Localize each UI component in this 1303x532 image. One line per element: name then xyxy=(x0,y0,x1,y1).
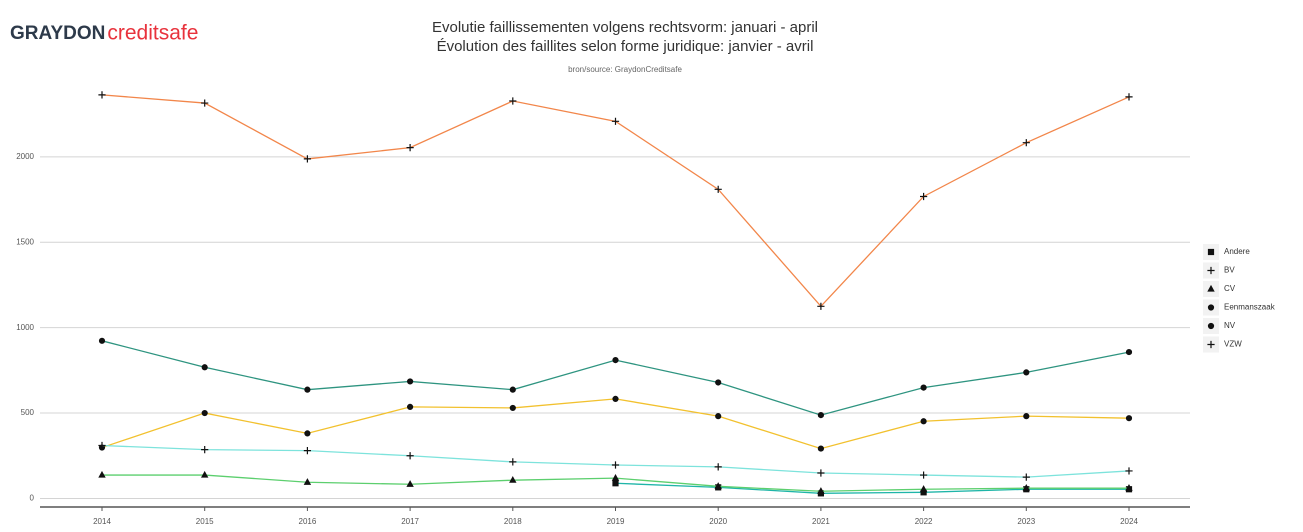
marker xyxy=(1022,139,1030,147)
chart-source: bron/source: GraydonCreditsafe xyxy=(568,65,682,74)
marker xyxy=(612,357,619,364)
series-line xyxy=(101,94,1130,308)
marker xyxy=(98,337,106,344)
y-tick-label: 500 xyxy=(21,408,35,417)
marker xyxy=(612,395,619,402)
marker xyxy=(509,476,517,483)
marker xyxy=(715,413,722,420)
x-tick-label: 2016 xyxy=(299,517,317,526)
marker xyxy=(509,97,517,105)
legend-label: CV xyxy=(1224,284,1236,293)
marker xyxy=(406,480,414,487)
marker xyxy=(817,469,825,477)
marker xyxy=(817,302,825,310)
x-tick-label: 2015 xyxy=(196,517,214,526)
marker xyxy=(920,384,927,391)
y-tick-label: 1000 xyxy=(16,323,34,332)
marker xyxy=(919,485,928,492)
marker xyxy=(98,91,106,99)
marker xyxy=(714,482,722,489)
marker xyxy=(1125,484,1133,491)
legend-label: NV xyxy=(1224,321,1236,330)
legend-label: VZW xyxy=(1224,340,1242,349)
marker xyxy=(1207,248,1215,256)
chart-subtitle: Évolution des faillites selon forme juri… xyxy=(437,38,814,55)
marker xyxy=(611,473,620,481)
marker xyxy=(1207,284,1215,292)
marker xyxy=(201,446,209,454)
marker xyxy=(1125,93,1133,101)
marker xyxy=(304,386,311,393)
marker xyxy=(817,487,825,494)
x-tick-label: 2021 xyxy=(812,517,830,526)
marker xyxy=(509,458,517,466)
series-line xyxy=(101,444,1130,478)
legend-label: Eenmanszaak xyxy=(1224,303,1276,312)
series-line xyxy=(101,398,1130,450)
marker xyxy=(1207,304,1215,311)
x-tick-label: 2014 xyxy=(93,517,111,526)
marker xyxy=(611,117,620,125)
marker xyxy=(817,412,825,419)
marker xyxy=(200,470,209,478)
marker xyxy=(303,478,312,485)
marker xyxy=(303,155,311,163)
marker xyxy=(1207,266,1215,275)
marker xyxy=(1022,473,1030,481)
marker xyxy=(303,447,311,455)
y-tick-label: 1500 xyxy=(16,237,34,246)
chart-title: Evolutie faillissementen volgens rechtsv… xyxy=(432,19,818,36)
marker xyxy=(920,418,927,425)
x-tick-label: 2019 xyxy=(607,517,625,526)
x-tick-label: 2023 xyxy=(1017,517,1035,526)
marker xyxy=(407,403,414,411)
marker xyxy=(611,461,620,469)
marker xyxy=(406,452,414,460)
marker xyxy=(509,386,516,393)
logo-brand: GRAYDON xyxy=(10,23,105,44)
marker xyxy=(407,378,414,385)
marker xyxy=(920,192,928,201)
marker xyxy=(98,470,106,478)
marker xyxy=(98,441,106,450)
marker xyxy=(1023,369,1030,376)
marker xyxy=(1125,467,1133,475)
series-line xyxy=(101,340,1130,416)
marker xyxy=(612,480,619,487)
x-tick-label: 2020 xyxy=(709,517,727,526)
marker xyxy=(1125,415,1133,422)
marker xyxy=(509,404,516,412)
y-tick-label: 2000 xyxy=(16,152,34,161)
marker xyxy=(201,364,208,371)
legend-label: BV xyxy=(1224,266,1235,275)
marker xyxy=(1207,340,1215,349)
y-tick-label: 0 xyxy=(30,494,35,503)
marker xyxy=(201,99,209,107)
logo-product: creditsafe xyxy=(107,22,198,45)
marker xyxy=(1125,348,1133,356)
x-tick-label: 2024 xyxy=(1120,517,1138,526)
marker xyxy=(201,409,208,417)
x-tick-label: 2022 xyxy=(915,517,933,526)
marker xyxy=(817,445,825,452)
marker xyxy=(1022,484,1031,491)
marker xyxy=(406,144,414,152)
series-line xyxy=(615,482,1129,494)
x-tick-label: 2018 xyxy=(504,517,522,526)
marker xyxy=(920,471,928,479)
x-tick-label: 2017 xyxy=(401,517,419,526)
marker xyxy=(1207,322,1215,330)
marker xyxy=(714,185,722,193)
marker xyxy=(715,379,722,386)
legend-label: Andere xyxy=(1224,247,1250,256)
marker xyxy=(1023,413,1030,420)
marker xyxy=(304,430,311,437)
marker xyxy=(714,463,722,471)
